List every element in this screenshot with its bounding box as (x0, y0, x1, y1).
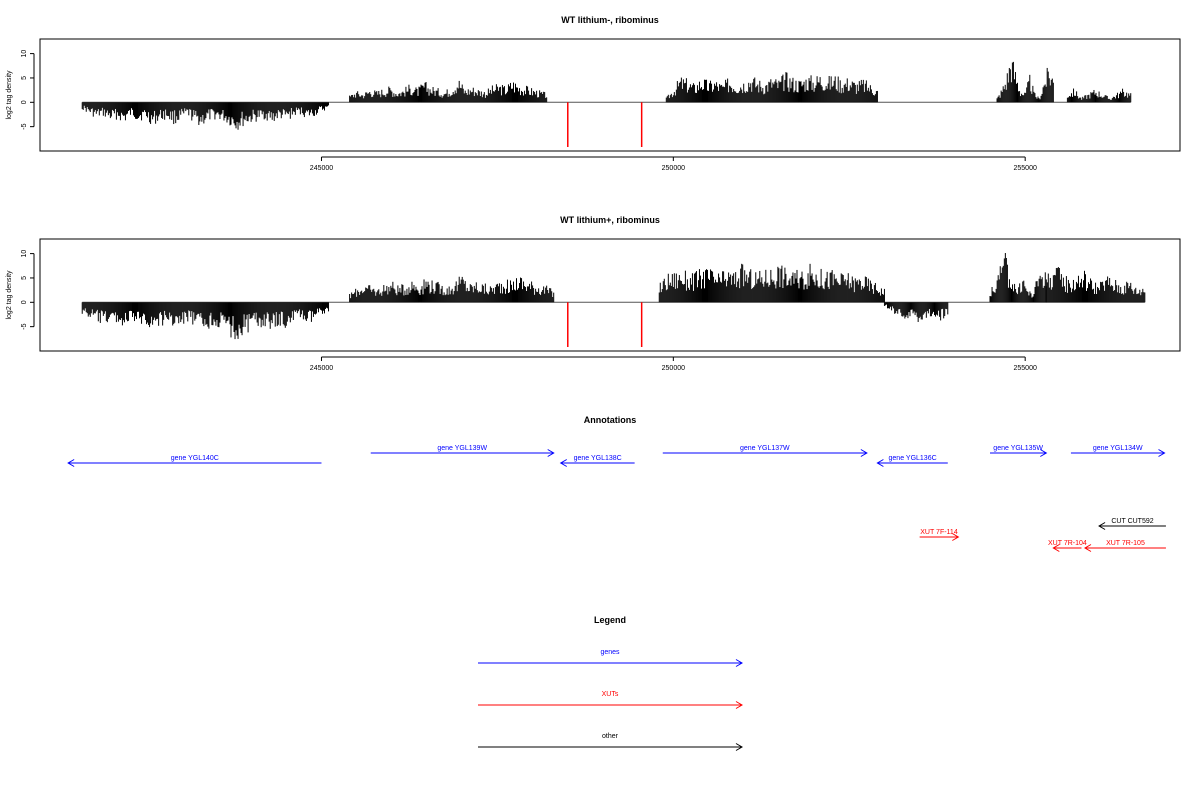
feature-label: XUT 7R-105 (1106, 540, 1145, 547)
legend-arrowhead (735, 701, 743, 709)
y-tick-label: 0 (21, 300, 28, 304)
strand-arrowhead (1052, 544, 1060, 552)
y-tick-label: 5 (21, 276, 28, 280)
y-tick-label: 10 (21, 250, 28, 258)
strand-arrowhead (952, 533, 960, 541)
plot-frame (39, 38, 1181, 152)
legend-label: genes (600, 649, 620, 656)
y-axis-label: log2 tag density (6, 70, 13, 120)
strand-arrowhead (876, 459, 884, 467)
strand-arrowhead (1040, 449, 1048, 457)
y-tick-label: 0 (21, 100, 28, 104)
strand-arrowhead (547, 449, 555, 457)
strand-arrowhead (860, 449, 868, 457)
x-tick-label: 245000 (310, 165, 333, 172)
x-tick-label: 255000 (1014, 165, 1037, 172)
legend-label: other (602, 733, 619, 740)
axes: 10 5 0 -5 245000 250000 255000 (21, 250, 1037, 372)
feature-label: gene YGL138C (574, 455, 622, 462)
feature-label: gene YGL137W (740, 445, 790, 452)
y-tick-label: 5 (21, 76, 28, 80)
signal-bars (81, 61, 1132, 147)
signal-bars (81, 253, 1146, 347)
legend-arrowhead (735, 743, 743, 751)
feature-label: gene YGL139W (437, 445, 487, 452)
y-tick-label: 10 (21, 50, 28, 58)
legend-label: XUTs (602, 691, 619, 698)
y-tick-label: -5 (21, 123, 28, 129)
panel-title: WT lithium+, ribominus (560, 215, 660, 225)
annotations-title: Annotations (584, 415, 637, 425)
legend: Legend genes XUTs other (478, 615, 743, 751)
strand-arrowhead (1098, 522, 1106, 530)
strand-arrowhead (1158, 449, 1166, 457)
feature-label: gene YGL136C (889, 455, 937, 462)
legend-items: genes XUTs other (478, 649, 743, 751)
feature-label: gene YGL140C (171, 455, 219, 462)
legend-title: Legend (594, 615, 626, 625)
feature-label: gene YGL135W (993, 445, 1043, 452)
x-tick-label: 250000 (662, 165, 685, 172)
feature-label: gene YGL134W (1093, 445, 1143, 452)
strand-arrowhead (1084, 544, 1092, 552)
y-tick-label: -5 (21, 323, 28, 329)
strand-arrowhead (559, 459, 567, 467)
legend-arrowhead (735, 659, 743, 667)
axes: 10 5 0 -5 245000 250000 255000 (21, 50, 1037, 172)
panel-lithium-minus: WT lithium-, ribominus log2 tag density … (6, 15, 1181, 172)
feature-label: XUT 7R-104 (1048, 540, 1087, 547)
x-tick-label: 255000 (1014, 365, 1037, 372)
strand-arrowhead (67, 459, 75, 467)
x-tick-label: 250000 (662, 365, 685, 372)
x-tick-label: 245000 (310, 365, 333, 372)
feature-label: CUT CUT592 (1111, 518, 1153, 525)
annotation-features: gene YGL140C gene YGL139W gene YGL138C gene… (67, 445, 1166, 552)
feature-label: XUT 7F-114 (920, 529, 958, 536)
plot-frame (39, 238, 1181, 352)
y-axis-label: log2 tag density (6, 270, 13, 320)
panel-title: WT lithium-, ribominus (561, 15, 659, 25)
panel-lithium-plus: WT lithium+, ribominus log2 tag density … (6, 215, 1181, 372)
